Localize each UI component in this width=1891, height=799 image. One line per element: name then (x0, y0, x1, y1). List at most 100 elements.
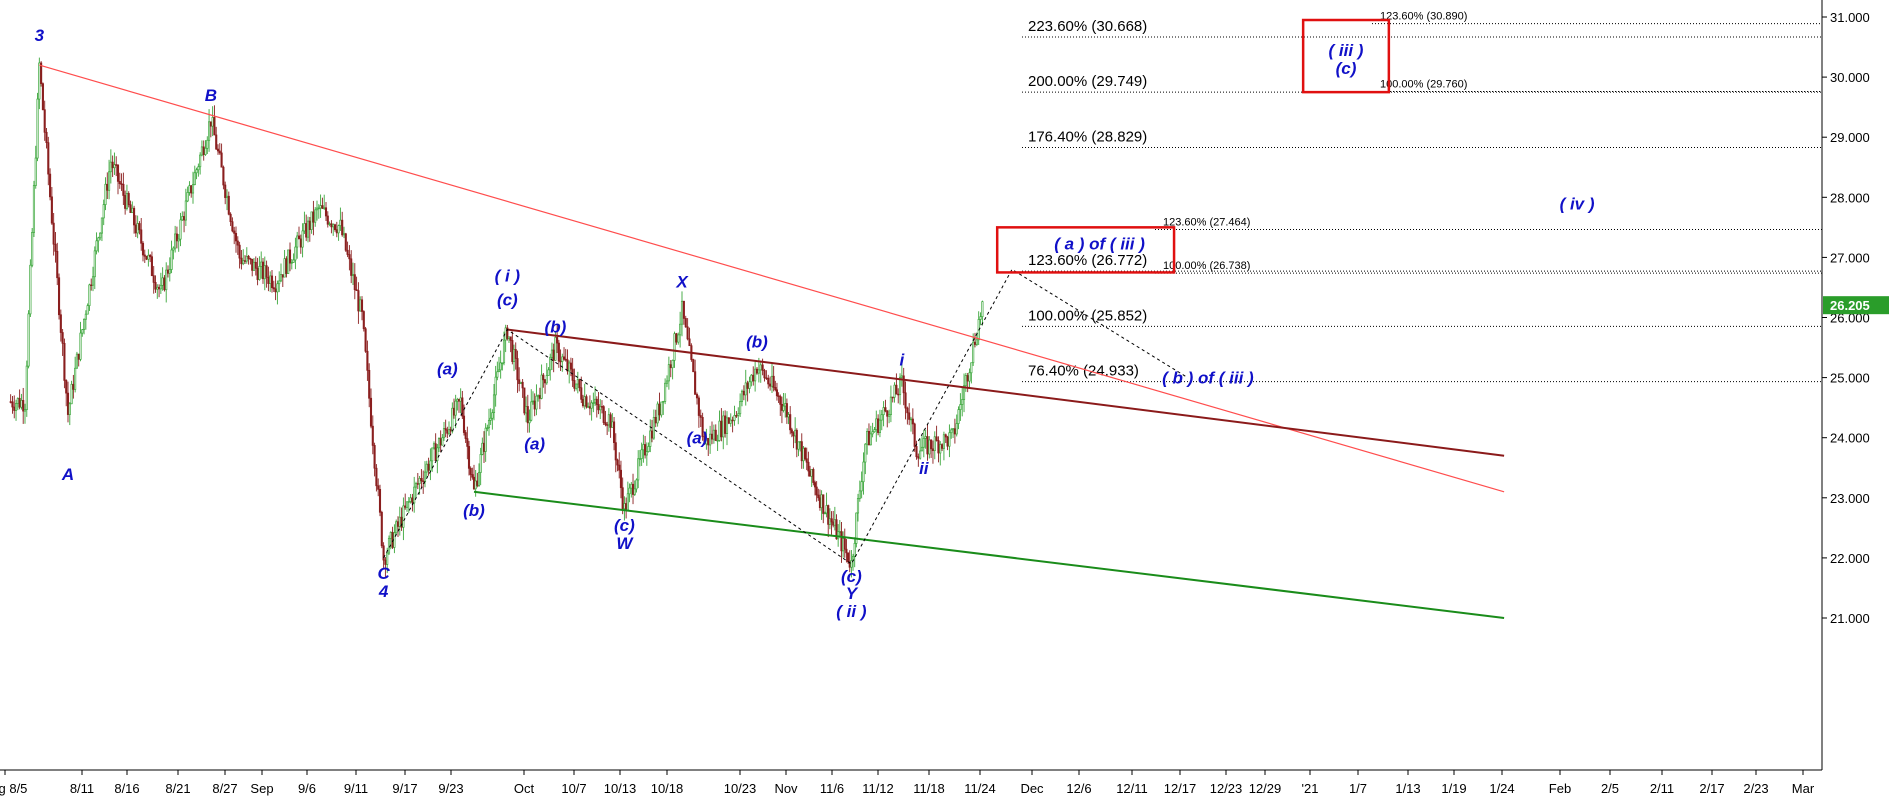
candle-body (315, 207, 319, 211)
candle-body (131, 207, 134, 213)
wave-label: ( iii ) (1329, 41, 1364, 60)
candle-body (166, 269, 170, 274)
candle-body (279, 274, 283, 282)
candle-body (86, 305, 89, 315)
candle-body (240, 257, 243, 265)
candle-body (845, 548, 848, 554)
candle-body (247, 255, 250, 259)
candle-body (679, 323, 682, 336)
candle-body (501, 362, 504, 364)
candle-body (172, 247, 175, 251)
candle-body (209, 121, 212, 127)
wave-label: (a) (437, 360, 458, 379)
candle-body (213, 117, 216, 136)
candle-body (644, 444, 647, 456)
candle-body (32, 185, 36, 233)
candle-body (314, 209, 317, 223)
candle-body (36, 98, 39, 159)
candle-body (979, 316, 982, 320)
y-tick-label: 30.000 (1830, 70, 1870, 85)
candle-body (159, 284, 162, 290)
x-tick-label: 2/5 (1601, 781, 1619, 796)
candle-body (792, 432, 795, 437)
candle-body (891, 396, 894, 399)
candle-body (804, 447, 807, 460)
candle-body (680, 300, 684, 325)
candle-body (917, 456, 920, 459)
candle-body (149, 254, 152, 258)
candle-body (326, 215, 329, 225)
candle-body (278, 280, 281, 285)
candle-body (763, 370, 766, 379)
candle-body (725, 417, 729, 434)
candle-body (650, 430, 654, 439)
candle-body (382, 545, 385, 561)
candle-body (308, 220, 311, 230)
candle-body (371, 425, 374, 446)
candle-body (18, 397, 21, 408)
candle-body (664, 382, 667, 402)
candle-body (946, 436, 949, 447)
candle-body (569, 362, 572, 370)
candle-body (628, 487, 631, 495)
candle-body (594, 398, 597, 404)
candle-body (724, 415, 727, 434)
candle-body (188, 185, 191, 193)
candle-body (225, 195, 229, 198)
candle-body (423, 471, 427, 483)
candle-body (375, 467, 378, 487)
candle-body (141, 242, 145, 256)
candle-body (163, 277, 166, 291)
wave-label: ( i ) (495, 266, 521, 285)
candle-body (769, 383, 772, 387)
x-tick-label: 11/12 (862, 781, 894, 796)
candle-body (966, 375, 969, 382)
candle-body (616, 459, 619, 466)
candle-body (694, 371, 697, 395)
candle-body (673, 333, 676, 361)
candle-body (767, 377, 770, 385)
x-tick-label: 9/23 (438, 781, 463, 796)
candle-body (373, 445, 376, 469)
candle-body (509, 336, 512, 341)
candle-body (143, 254, 146, 257)
candle-body (238, 244, 241, 259)
candle-body (635, 479, 638, 490)
candle-body (518, 379, 521, 384)
candle-body (404, 505, 407, 508)
candle-body (843, 538, 846, 550)
candle-body (65, 380, 68, 394)
candle-body (692, 359, 695, 373)
candle-body (877, 418, 880, 433)
candle-body (150, 256, 153, 277)
candle-body (588, 406, 591, 409)
candle-body (599, 406, 602, 411)
candle-body (395, 521, 398, 534)
candle-body (597, 404, 600, 411)
candle-body (537, 395, 540, 397)
candle-body (688, 338, 691, 347)
candle-body (805, 458, 808, 463)
candle-body (337, 225, 340, 234)
candle-body (260, 261, 263, 267)
x-tick-label: Feb (1549, 781, 1571, 796)
candle-body (729, 419, 732, 424)
target-box (1301, 18, 1391, 94)
candle-body (342, 233, 346, 236)
candle-body (889, 396, 892, 415)
candle-body (612, 421, 616, 443)
candle-body (580, 387, 583, 400)
candle-body (662, 400, 665, 403)
candle-body (256, 267, 259, 280)
candle-body (380, 511, 383, 547)
candle-body (20, 400, 23, 408)
candle-body (784, 403, 787, 407)
candle-body (265, 265, 268, 278)
wave-label: A (61, 465, 74, 484)
y-tick-label: 26.000 (1830, 311, 1870, 326)
candle-body (197, 166, 200, 171)
candle-body (935, 436, 938, 441)
candle-body (251, 258, 254, 271)
candle-body (335, 229, 338, 234)
